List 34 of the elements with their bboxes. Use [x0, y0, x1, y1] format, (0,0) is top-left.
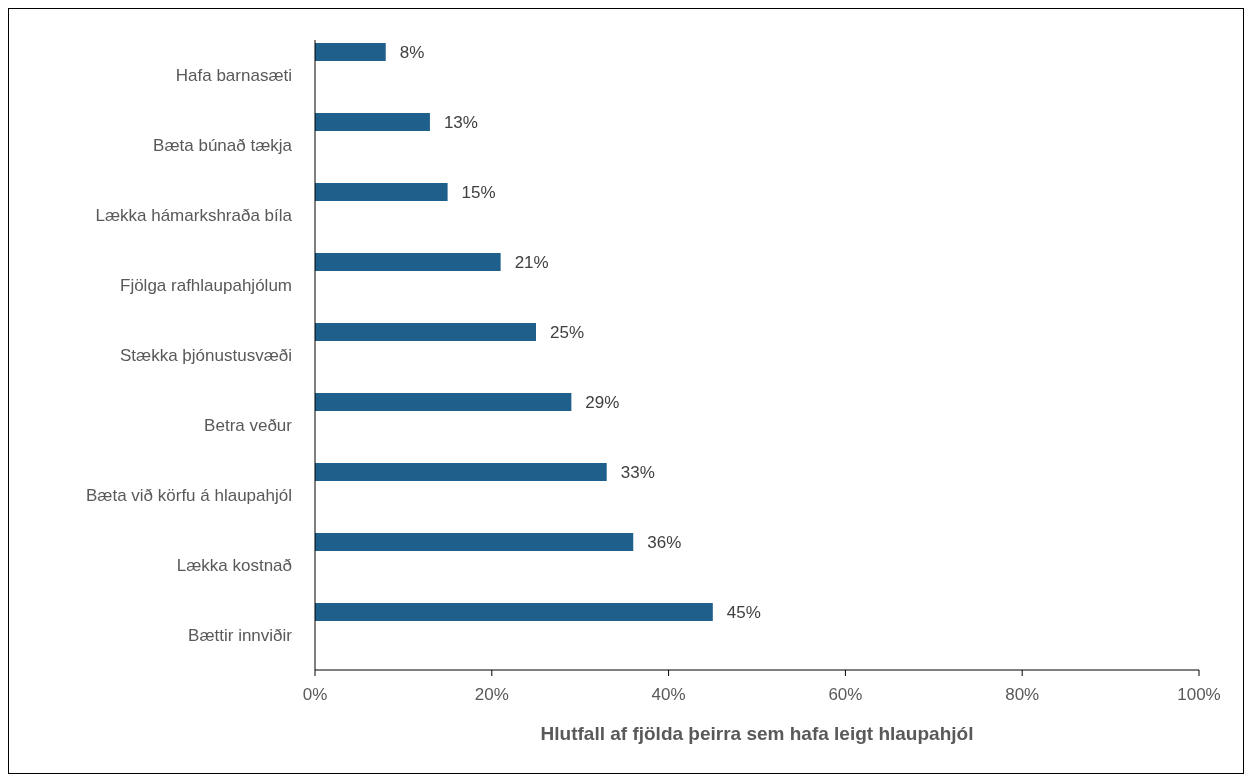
x-tick-label: 60%	[828, 685, 863, 704]
bar	[315, 533, 634, 551]
data-label: 36%	[647, 532, 682, 552]
data-label: 21%	[514, 252, 549, 272]
data-label: 45%	[726, 602, 761, 622]
x-tick-label: 0%	[302, 685, 328, 704]
bar	[315, 323, 536, 341]
data-label: 25%	[550, 322, 585, 342]
bar	[315, 183, 448, 201]
data-label: 33%	[620, 462, 655, 482]
y-tick-label: Betra veður	[204, 415, 293, 435]
data-label: 29%	[585, 392, 620, 412]
x-tick-label: 80%	[1005, 685, 1040, 704]
y-tick-label: Bæta búnað tækja	[153, 135, 293, 155]
y-tick-label: Fjölga rafhlaupahjólum	[120, 275, 292, 295]
x-tick-label: 20%	[474, 685, 509, 704]
bar	[315, 253, 501, 271]
bar	[315, 113, 430, 131]
y-tick-label: Lækka kostnað	[176, 555, 292, 575]
y-tick-label: Stækka þjónustusvæði	[120, 345, 292, 365]
y-tick-label: Hafa barnasæti	[175, 65, 292, 85]
y-tick-label: Bæta við körfu á hlaupahjól	[85, 485, 292, 505]
data-label: 15%	[461, 182, 496, 202]
bar	[315, 463, 607, 481]
x-axis-title: Hlutfall af fjölda þeirra sem hafa leigt hlaupahjól	[540, 723, 974, 744]
bar	[315, 43, 386, 61]
bar	[315, 393, 572, 411]
bar	[315, 603, 713, 621]
x-tick-label: 100%	[1177, 685, 1221, 704]
y-tick-label: Lækka hámarkshraða bíla	[95, 205, 293, 225]
data-label: 8%	[399, 42, 425, 62]
y-tick-label: Bættir innviðir	[188, 625, 293, 645]
data-label: 13%	[443, 112, 478, 132]
x-tick-label: 40%	[651, 685, 686, 704]
